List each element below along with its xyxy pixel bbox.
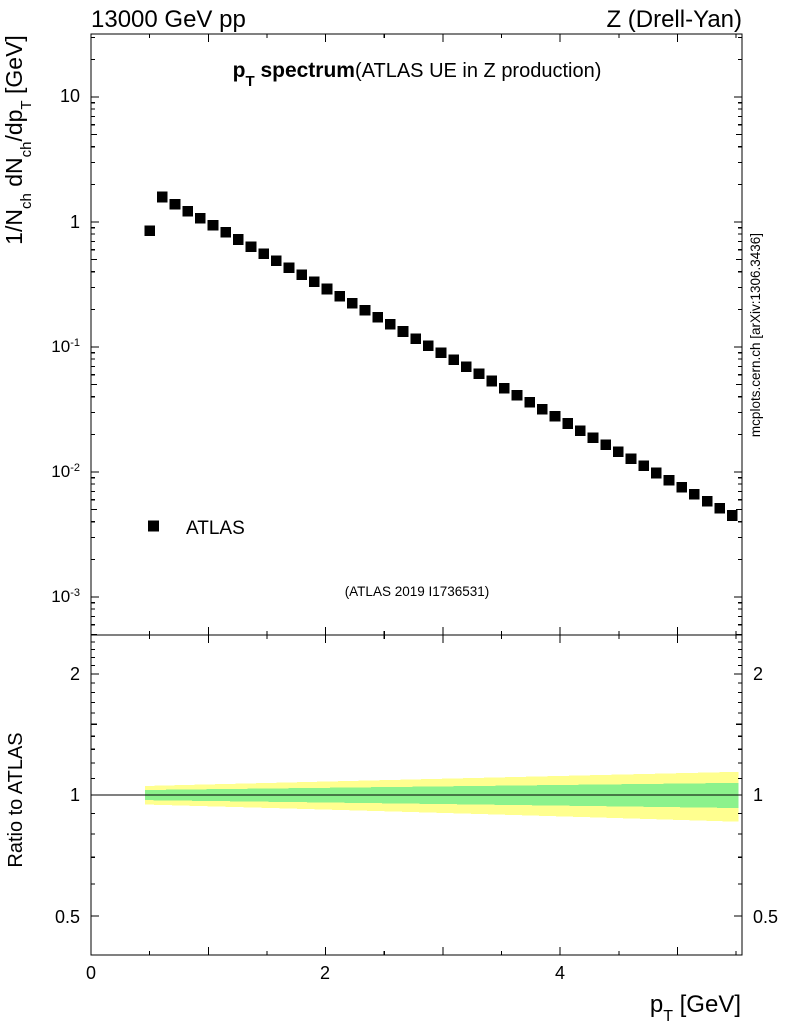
svg-text:10-1: 10-1 <box>51 337 80 356</box>
svg-text:pT [GeV]: pT [GeV] <box>650 991 741 1024</box>
svg-text:1: 1 <box>753 785 763 805</box>
svg-text:0: 0 <box>86 963 96 983</box>
svg-text:10: 10 <box>60 86 80 106</box>
svg-text:0.5: 0.5 <box>55 907 80 927</box>
svg-text:2: 2 <box>753 664 763 684</box>
svg-text:2: 2 <box>70 664 80 684</box>
svg-text:Z (Drell-Yan): Z (Drell-Yan) <box>606 6 742 33</box>
svg-text:1/Nch dNch/dpT [GeV]: 1/Nch dNch/dpT [GeV] <box>1 35 35 245</box>
svg-text:2: 2 <box>320 963 330 983</box>
svg-text:ATLAS: ATLAS <box>186 518 245 539</box>
svg-text:13000 GeV pp: 13000 GeV pp <box>91 6 246 33</box>
svg-text:0.5: 0.5 <box>753 907 778 927</box>
svg-text:1: 1 <box>70 785 80 805</box>
svg-text:pT spectrum(ATLAS UE in Z prod: pT spectrum(ATLAS UE in Z production) <box>233 59 602 90</box>
svg-text:mcplots.cern.ch [arXiv:1306.34: mcplots.cern.ch [arXiv:1306.3436] <box>748 233 763 437</box>
svg-text:Ratio to ATLAS: Ratio to ATLAS <box>5 732 27 867</box>
svg-text:(ATLAS 2019 I1736531): (ATLAS 2019 I1736531) <box>345 584 490 599</box>
svg-text:10-3: 10-3 <box>51 587 80 606</box>
svg-text:4: 4 <box>555 963 565 983</box>
svg-text:1: 1 <box>70 212 80 232</box>
svg-text:10-2: 10-2 <box>51 462 80 481</box>
